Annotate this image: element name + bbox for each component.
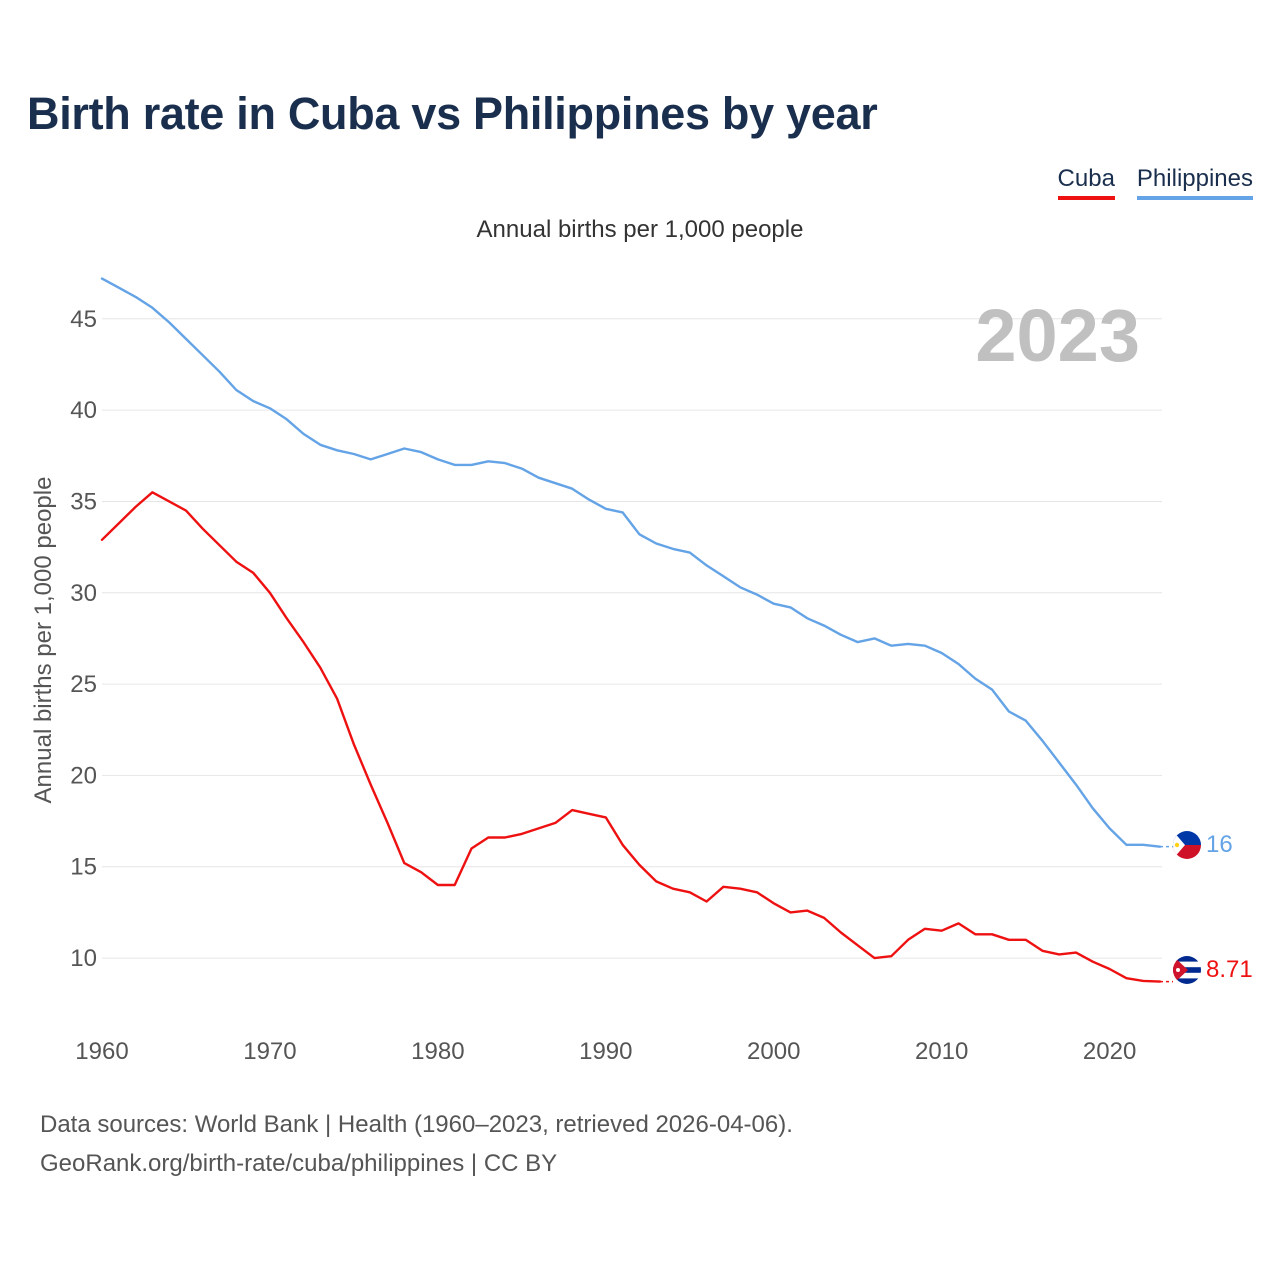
philippines-flag-icon xyxy=(1173,831,1201,859)
y-axis-label: Annual births per 1,000 people xyxy=(30,477,57,804)
source-note: Data sources: World Bank | Health (1960–… xyxy=(40,1105,793,1183)
series-line-cuba xyxy=(100,491,1162,983)
legend-item-cuba[interactable]: Cuba xyxy=(1057,165,1115,200)
y-tick-label: 30 xyxy=(70,580,97,607)
year-watermark: 2023 xyxy=(975,294,1140,377)
legend-item-philippines[interactable]: Philippines xyxy=(1136,165,1253,200)
legend: Cuba Philippines xyxy=(1057,165,1253,200)
x-tick-label: 1970 xyxy=(243,1038,296,1065)
x-tick-label: 2010 xyxy=(915,1038,968,1065)
y-tick-label: 35 xyxy=(70,488,97,515)
x-tick-label: 2020 xyxy=(1083,1038,1136,1065)
cuba-flag-icon xyxy=(1173,956,1201,984)
cuba-end-label: 8.71 xyxy=(1206,956,1253,983)
philippines-end-label: 16 xyxy=(1206,831,1233,858)
y-tick-label: 20 xyxy=(70,762,97,789)
chart-title: Birth rate in Cuba vs Philippines by yea… xyxy=(27,88,878,139)
x-axis-ticks: 1960 1970 1980 1990 2000 2010 2020 xyxy=(75,1038,1136,1065)
y-tick-label: 25 xyxy=(70,671,97,698)
x-tick-label: 1960 xyxy=(75,1038,128,1065)
source-line-url[interactable]: GeoRank.org/birth-rate/cuba/philippines … xyxy=(40,1150,558,1177)
series-line-philippines xyxy=(100,277,1162,848)
x-tick-label: 2000 xyxy=(747,1038,800,1065)
y-tick-label: 15 xyxy=(70,854,97,881)
x-tick-label: 1990 xyxy=(579,1038,632,1065)
line-chart: 10 15 20 25 30 35 40 45 1960 1970 1980 1990 2000 201… xyxy=(30,277,1253,1065)
y-tick-label: 40 xyxy=(70,397,97,424)
y-tick-label: 45 xyxy=(70,306,97,333)
chart-subtitle: Annual births per 1,000 people xyxy=(476,216,804,243)
x-tick-label: 1980 xyxy=(411,1038,464,1065)
source-line-data: Data sources: World Bank | Health (1960–… xyxy=(40,1111,793,1138)
y-axis-ticks: 10 15 20 25 30 35 40 45 xyxy=(70,306,97,972)
gridlines xyxy=(102,318,1162,959)
y-tick-label: 10 xyxy=(70,945,97,972)
